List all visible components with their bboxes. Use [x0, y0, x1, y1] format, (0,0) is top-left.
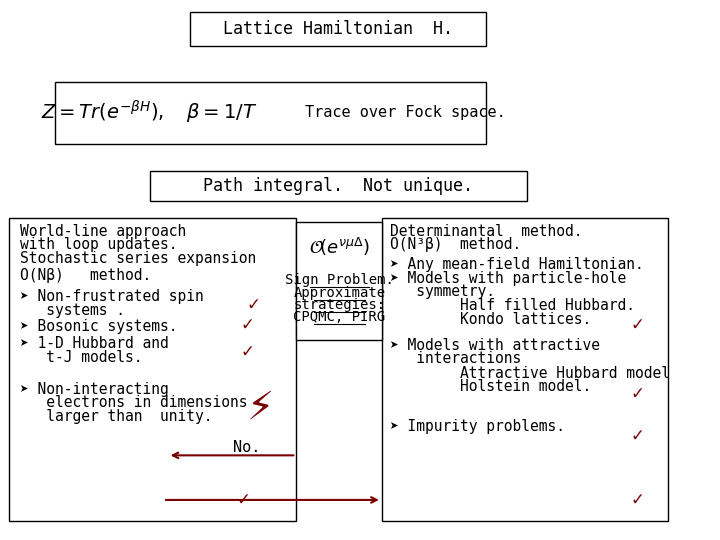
- Text: ➤ 1-D Hubbard and: ➤ 1-D Hubbard and: [19, 336, 168, 351]
- Text: ➤ Models with attractive: ➤ Models with attractive: [390, 338, 600, 353]
- Text: No.: No.: [233, 440, 261, 455]
- Text: strategies:: strategies:: [293, 298, 385, 312]
- Text: systems .: systems .: [19, 303, 125, 318]
- FancyBboxPatch shape: [55, 82, 486, 144]
- Text: t-J models.: t-J models.: [19, 349, 142, 364]
- Text: ✓: ✓: [247, 296, 261, 314]
- Text: O(Nβ)   method.: O(Nβ) method.: [19, 268, 150, 283]
- Text: Half filled Hubbard.: Half filled Hubbard.: [390, 299, 635, 314]
- Text: $\mathcal{O}\!\left(e^{\nu\mu\Delta}\right)$: $\mathcal{O}\!\left(e^{\nu\mu\Delta}\rig…: [309, 236, 370, 258]
- Text: Trace over Fock space.: Trace over Fock space.: [305, 105, 505, 120]
- Text: Sign Problem.: Sign Problem.: [285, 273, 394, 287]
- Text: ✓: ✓: [240, 343, 254, 361]
- Text: larger than  unity.: larger than unity.: [19, 409, 212, 423]
- Text: Attractive Hubbard model: Attractive Hubbard model: [390, 366, 670, 381]
- Text: ⚡: ⚡: [247, 389, 274, 427]
- Text: Kondo lattices.: Kondo lattices.: [390, 312, 591, 327]
- Text: Stochastic series expansion: Stochastic series expansion: [19, 251, 256, 266]
- Text: O(N³β)  method.: O(N³β) method.: [390, 237, 521, 252]
- Text: with loop updates.: with loop updates.: [19, 237, 177, 252]
- Text: ✓: ✓: [237, 491, 251, 509]
- Text: ✓: ✓: [631, 491, 644, 509]
- Text: World-line approach: World-line approach: [19, 224, 186, 239]
- FancyBboxPatch shape: [190, 12, 486, 46]
- Text: Determinantal  method.: Determinantal method.: [390, 224, 582, 239]
- Text: ✓: ✓: [631, 427, 644, 444]
- Text: Lattice Hamiltonian  H.: Lattice Hamiltonian H.: [223, 21, 453, 38]
- Text: symmetry.: symmetry.: [390, 284, 495, 299]
- FancyBboxPatch shape: [382, 218, 668, 522]
- Text: ✓: ✓: [240, 316, 254, 334]
- Text: ➤ Any mean-field Hamiltonian.: ➤ Any mean-field Hamiltonian.: [390, 257, 644, 272]
- FancyBboxPatch shape: [296, 221, 382, 340]
- Text: ✓: ✓: [631, 384, 644, 402]
- FancyBboxPatch shape: [150, 171, 526, 201]
- Text: CPQMC, PIRG: CPQMC, PIRG: [293, 310, 385, 325]
- Text: Approximate: Approximate: [293, 286, 385, 300]
- FancyBboxPatch shape: [9, 218, 296, 522]
- Text: $Z = Tr\left(e^{-\beta H}\right), \quad \beta = 1/T$: $Z = Tr\left(e^{-\beta H}\right), \quad …: [41, 99, 258, 126]
- Text: Path integral.  Not unique.: Path integral. Not unique.: [203, 177, 473, 195]
- Text: ➤ Non-frustrated spin: ➤ Non-frustrated spin: [19, 289, 203, 305]
- Text: Holstein model.: Holstein model.: [390, 379, 591, 394]
- Text: interactions: interactions: [390, 351, 521, 366]
- Text: ➤ Models with particle-hole: ➤ Models with particle-hole: [390, 271, 626, 286]
- Text: ➤ Non-interacting: ➤ Non-interacting: [19, 382, 168, 397]
- Text: ➤ Impurity problems.: ➤ Impurity problems.: [390, 420, 565, 434]
- Text: ➤ Bosonic systems.: ➤ Bosonic systems.: [19, 319, 177, 334]
- Text: electrons in dimensions: electrons in dimensions: [19, 395, 247, 410]
- Text: ✓: ✓: [631, 316, 644, 334]
